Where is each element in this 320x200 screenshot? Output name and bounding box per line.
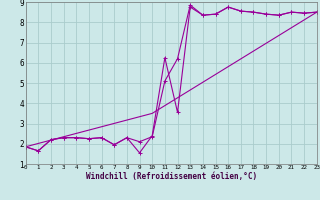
X-axis label: Windchill (Refroidissement éolien,°C): Windchill (Refroidissement éolien,°C) [86, 172, 257, 181]
